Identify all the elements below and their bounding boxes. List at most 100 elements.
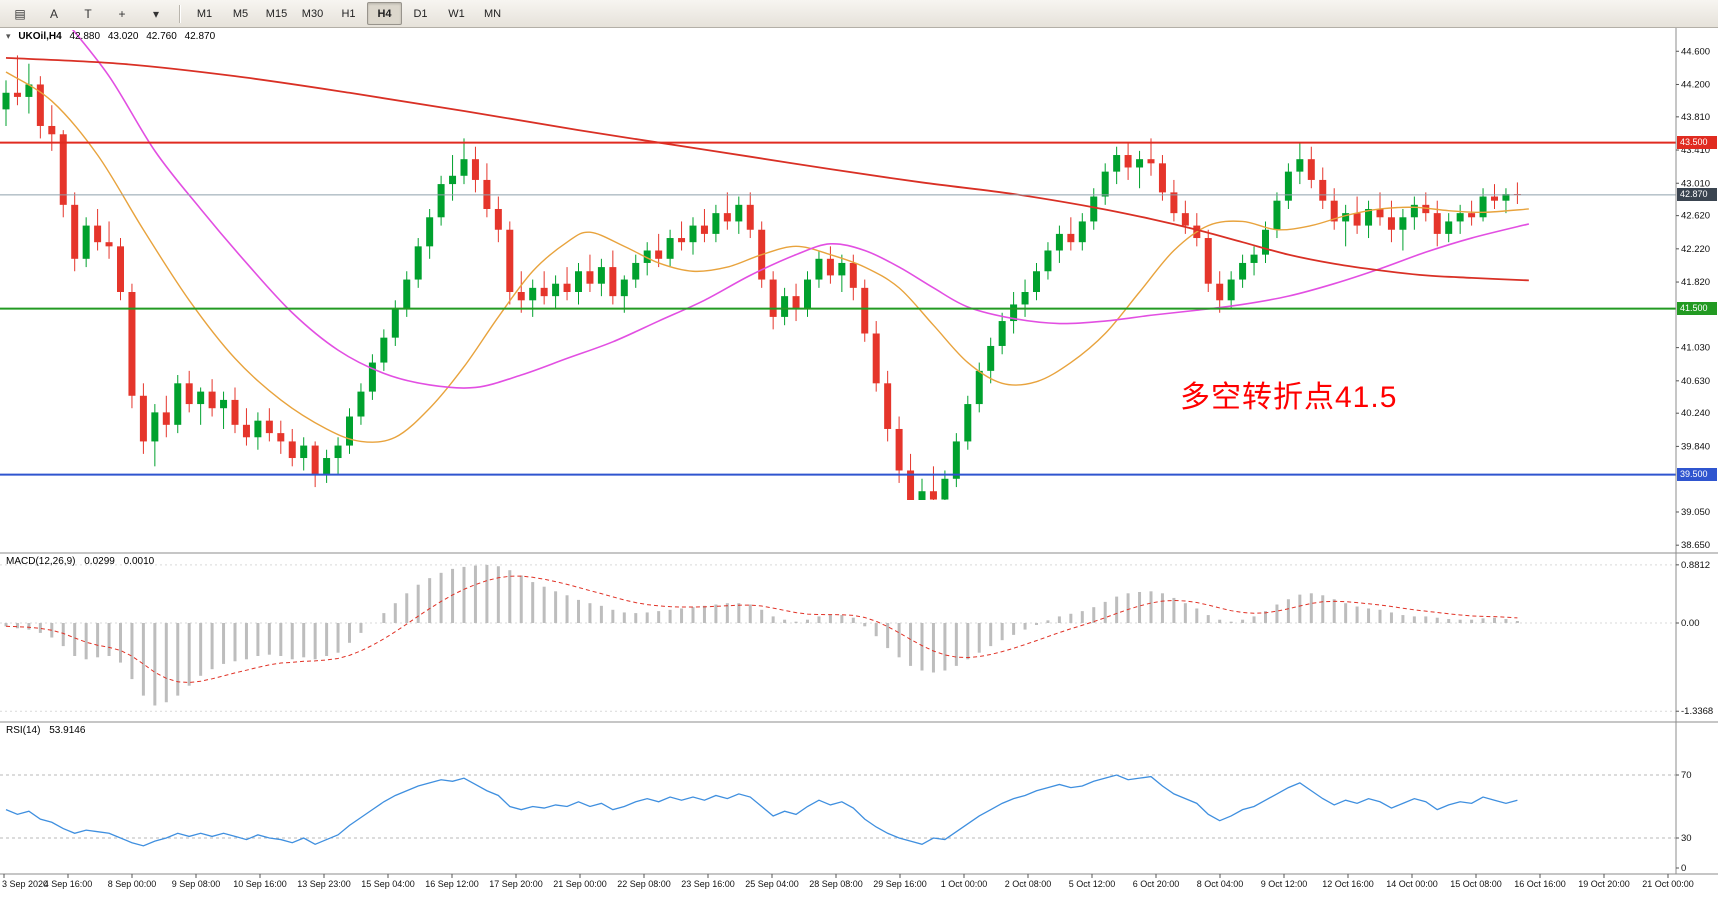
toolbar-icon-group: ▤ A T + ▾	[4, 2, 172, 25]
macd-signal-value: 0.0010	[123, 556, 155, 567]
price-axis[interactable]: 44.600 44.200 43.810 43.410 43.010 42.620 42.2…	[1676, 46, 1713, 874]
svg-text:43.810: 43.810	[1681, 112, 1710, 123]
svg-text:0: 0	[1681, 863, 1686, 874]
svg-text:42.220: 42.220	[1681, 244, 1710, 255]
svg-text:43.010: 43.010	[1681, 178, 1710, 189]
svg-text:17 Sep 20:00: 17 Sep 20:00	[489, 879, 543, 889]
svg-text:5 Oct 12:00: 5 Oct 12:00	[1069, 879, 1116, 889]
svg-text:40.240: 40.240	[1681, 408, 1710, 419]
timeframe-button-d1[interactable]: D1	[413, 7, 428, 20]
timeframe-button-m5[interactable]: M5	[232, 7, 249, 20]
price-badge-39.500: 39.500	[1677, 467, 1717, 481]
svg-text:8 Oct 04:00: 8 Oct 04:00	[1197, 879, 1244, 889]
svg-text:0.00: 0.00	[1681, 618, 1700, 629]
rsi-value: 53.9146	[49, 725, 86, 736]
svg-text:15 Sep 04:00: 15 Sep 04:00	[361, 879, 415, 889]
macd-plot	[0, 564, 1676, 712]
timeframe-button-h1[interactable]: H1	[341, 7, 356, 20]
svg-text:3 Sep 2020: 3 Sep 2020	[2, 879, 48, 889]
svg-text:6 Oct 20:00: 6 Oct 20:00	[1133, 879, 1180, 889]
price-badge-43.500: 43.500	[1677, 135, 1717, 149]
timeframe-button-w1[interactable]: W1	[448, 7, 465, 20]
svg-text:30: 30	[1681, 833, 1692, 844]
text-tool-icon[interactable]: T	[84, 6, 92, 21]
macd-indicator-label: MACD(12,26,9) 0.0299 0.0010	[6, 556, 160, 567]
svg-text:40.630: 40.630	[1681, 376, 1710, 387]
timeframe-button-m15[interactable]: M15	[265, 7, 288, 20]
svg-text:16 Sep 12:00: 16 Sep 12:00	[425, 879, 479, 889]
timeframe-button-m30[interactable]: M30	[301, 7, 324, 20]
svg-text:2 Oct 08:00: 2 Oct 08:00	[1005, 879, 1052, 889]
macd-panel[interactable]	[0, 553, 1676, 722]
ma-red-line	[5, 57, 1529, 282]
svg-text:29 Sep 16:00: 29 Sep 16:00	[873, 879, 927, 889]
svg-text:42.620: 42.620	[1681, 211, 1710, 222]
ma-orange-line	[5, 71, 1529, 443]
rsi-plot	[0, 774, 1676, 847]
rsi-name: RSI(14)	[6, 725, 41, 736]
main-plot	[0, 30, 1676, 500]
chart-title: ▾ UKOil,H4 42.880 43.020 42.760 42.870	[6, 31, 220, 42]
svg-text:16 Oct 16:00: 16 Oct 16:00	[1514, 879, 1566, 889]
toolbar-dropdown-icon[interactable]: ▾	[152, 6, 160, 21]
timeframe-button-group: M1 M5 M15 M30 H1 H4 D1 W1 MN	[187, 2, 510, 25]
candlestick-series	[2, 55, 1521, 500]
macd-name: MACD(12,26,9)	[6, 556, 76, 567]
svg-text:-1.3368: -1.3368	[1681, 706, 1713, 717]
rsi-indicator-label: RSI(14) 53.9146	[6, 725, 91, 736]
svg-text:21 Oct 00:00: 21 Oct 00:00	[1642, 879, 1694, 889]
svg-text:9 Oct 12:00: 9 Oct 12:00	[1261, 879, 1308, 889]
svg-text:15 Oct 08:00: 15 Oct 08:00	[1450, 879, 1502, 889]
rsi-panel[interactable]	[0, 722, 1676, 874]
toolbar-separator	[179, 4, 180, 23]
svg-text:70: 70	[1681, 770, 1692, 781]
price-badge-41.500: 41.500	[1677, 301, 1717, 315]
svg-text:23 Sep 16:00: 23 Sep 16:00	[681, 879, 735, 889]
symbol-timeframe-label: UKOil,H4	[18, 31, 62, 42]
symbol-dropdown-icon[interactable]: ▾	[6, 31, 11, 41]
svg-text:22 Sep 08:00: 22 Sep 08:00	[617, 879, 671, 889]
drawing-tools-icon[interactable]: +	[118, 6, 126, 21]
svg-text:44.600: 44.600	[1681, 46, 1710, 57]
svg-text:4 Sep 16:00: 4 Sep 16:00	[44, 879, 93, 889]
svg-text:28 Sep 08:00: 28 Sep 08:00	[809, 879, 863, 889]
svg-text:39.050: 39.050	[1681, 507, 1710, 518]
annotation-text: 多空转折点41.5	[1180, 381, 1398, 414]
svg-text:10 Sep 16:00: 10 Sep 16:00	[233, 879, 287, 889]
svg-text:13 Sep 23:00: 13 Sep 23:00	[297, 879, 351, 889]
rsi-line	[5, 774, 1518, 847]
chart-window-icon[interactable]: ▤	[14, 6, 26, 21]
svg-text:1 Oct 00:00: 1 Oct 00:00	[941, 879, 988, 889]
svg-text:9 Sep 08:00: 9 Sep 08:00	[172, 879, 221, 889]
svg-text:41.030: 41.030	[1681, 343, 1710, 354]
macd-signal-line	[5, 575, 1518, 684]
readout-low: 42.760	[146, 31, 177, 42]
svg-text:39.840: 39.840	[1681, 441, 1710, 452]
cursor-tool-icon[interactable]: A	[49, 6, 58, 21]
toolbar: ▤ A T + ▾ M1 M5 M15 M30 H1 H4 D1 W1 MN	[0, 0, 1718, 28]
timeframe-button-h4[interactable]: H4	[367, 2, 402, 25]
svg-text:43.410: 43.410	[1681, 145, 1710, 156]
svg-text:41.820: 41.820	[1681, 277, 1710, 288]
current-price-badge: 42.870	[1677, 187, 1717, 201]
svg-text:44.200: 44.200	[1681, 79, 1710, 90]
svg-text:21 Sep 00:00: 21 Sep 00:00	[553, 879, 607, 889]
svg-text:8 Sep 00:00: 8 Sep 00:00	[108, 879, 157, 889]
timeframe-button-m1[interactable]: M1	[196, 7, 213, 20]
timeframe-button-mn[interactable]: MN	[483, 7, 502, 20]
svg-text:12 Oct 16:00: 12 Oct 16:00	[1322, 879, 1374, 889]
readout-high: 43.020	[107, 31, 139, 42]
panel-separators	[0, 552, 1718, 875]
svg-text:14 Oct 00:00: 14 Oct 00:00	[1386, 879, 1438, 889]
svg-text:0.8812: 0.8812	[1681, 560, 1710, 571]
svg-text:25 Sep 04:00: 25 Sep 04:00	[745, 879, 799, 889]
ma-magenta-line	[72, 30, 1530, 389]
svg-text:19 Oct 20:00: 19 Oct 20:00	[1578, 879, 1630, 889]
macd-histogram	[4, 564, 1519, 706]
readout-open: 42.880	[69, 31, 101, 42]
main-chart-panel[interactable]	[0, 28, 1676, 500]
svg-text:38.650: 38.650	[1681, 540, 1710, 551]
